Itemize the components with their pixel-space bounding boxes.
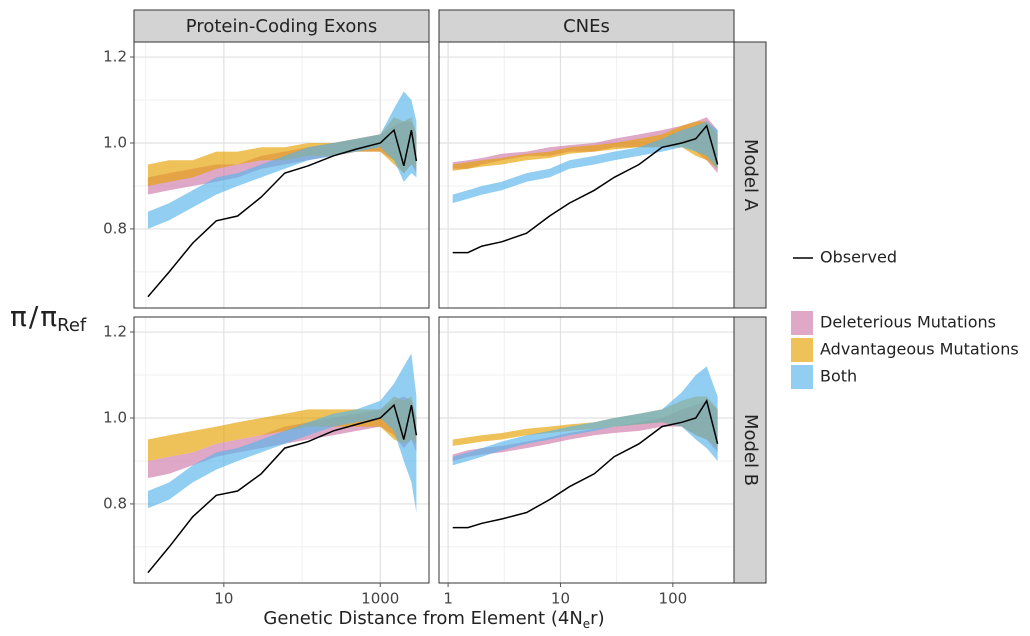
- panel-border: [438, 316, 735, 584]
- facet-strip: [438, 9, 735, 43]
- ribbon: [147, 91, 417, 229]
- facet-strip: [733, 316, 767, 584]
- ribbon: [452, 121, 718, 171]
- panel: [438, 41, 735, 309]
- y-label-part: π: [10, 300, 27, 333]
- observed-line: [147, 403, 418, 574]
- x-tick-label: 100: [659, 590, 688, 608]
- y-tick-label: 1.0: [103, 133, 127, 151]
- y-label-subscript: Ref: [57, 315, 87, 336]
- observed-line: [452, 124, 719, 254]
- panel: [133, 316, 430, 584]
- y-label-part: π: [40, 300, 57, 333]
- panel: [438, 316, 735, 584]
- ribbon: [452, 396, 718, 449]
- y-tick-label: 0.8: [103, 494, 127, 512]
- y-label-part: /: [29, 300, 39, 333]
- panel-border: [438, 41, 735, 309]
- ribbon: [452, 121, 718, 204]
- panel-background: [439, 42, 734, 308]
- legend-key: [791, 338, 813, 362]
- x-tick-label: 1000: [361, 590, 399, 608]
- y-axis-title: π/πRef: [10, 300, 87, 336]
- observed-line: [147, 128, 418, 298]
- y-tick-label: 0.8: [103, 219, 127, 237]
- legend-label: Both: [820, 367, 857, 386]
- legend-label: Deleterious Mutations: [820, 313, 996, 332]
- x-label-suffix: r): [590, 608, 604, 629]
- observed-line: [452, 398, 719, 529]
- ribbon: [452, 366, 718, 466]
- facet-label: Model A: [740, 139, 761, 212]
- panel: [133, 41, 430, 309]
- legend-key: [791, 311, 813, 335]
- legend-label: Observed: [820, 248, 897, 267]
- facet-label: Protein-Coding Exons: [186, 16, 377, 37]
- facet-label: Model B: [740, 414, 761, 486]
- facet-strip: [133, 9, 430, 43]
- facet-strip: [733, 41, 767, 309]
- legend-key: [791, 365, 813, 389]
- x-axis-title: Genetic Distance from Element (4Ner): [263, 608, 604, 631]
- y-tick-label: 1.2: [103, 323, 127, 341]
- ribbon: [147, 353, 417, 513]
- panel-border: [133, 316, 430, 584]
- x-tick-label: 10: [551, 590, 570, 608]
- y-tick-label: 1.0: [103, 408, 127, 426]
- x-label-text: Genetic Distance from Element (4N: [263, 608, 582, 629]
- x-label-subscript: e: [583, 617, 590, 631]
- x-tick-label: 1: [443, 590, 453, 608]
- ribbon: [452, 117, 718, 174]
- legend-label: Advantageous Mutations: [820, 340, 1019, 359]
- y-tick-label: 1.2: [103, 48, 127, 66]
- ribbon: [147, 117, 417, 186]
- x-tick-label: 10: [214, 590, 233, 608]
- facet-label: CNEs: [563, 16, 610, 37]
- panel-border: [133, 41, 430, 309]
